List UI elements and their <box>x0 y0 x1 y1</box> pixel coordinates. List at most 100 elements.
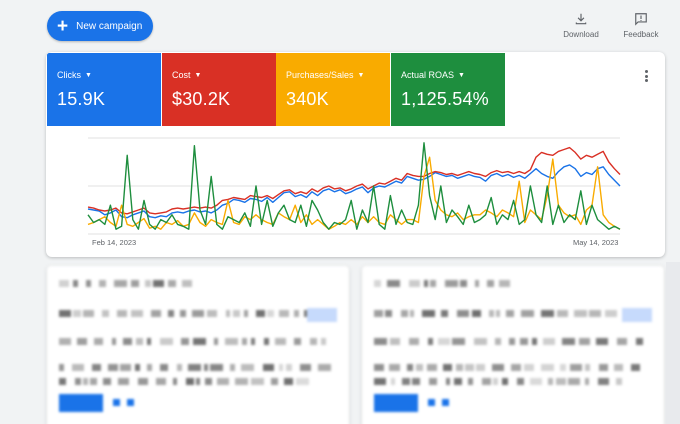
blurred-text-block <box>374 310 383 317</box>
metric-cost[interactable]: Cost ▼ $30.2K <box>162 53 276 126</box>
blurred-text-block <box>114 280 127 287</box>
blurred-text-block <box>482 378 491 385</box>
series-line-purchases-sales <box>87 156 621 230</box>
blurred-text-block <box>267 310 274 317</box>
blurred-text-block <box>284 378 293 385</box>
blurred-text-block <box>188 364 201 371</box>
blurred-text-block <box>487 280 494 287</box>
caret-down-icon: ▼ <box>357 71 365 79</box>
blurred-text-block <box>454 378 462 385</box>
metric-value: 15.9K <box>57 89 106 109</box>
blurred-text-block <box>541 364 554 371</box>
blurred-text-block <box>509 338 515 345</box>
blurred-text-block <box>230 364 235 371</box>
blurred-text-block <box>244 310 248 317</box>
blurred-text-block <box>123 338 132 345</box>
scrollbar[interactable] <box>666 262 680 424</box>
blurred-text-block <box>456 364 463 371</box>
blurred-accent-dot <box>428 399 435 406</box>
blurred-text-block <box>59 338 71 345</box>
blurred-text-block <box>251 378 264 385</box>
blurred-text-block <box>517 378 524 385</box>
blurred-text-block <box>556 378 566 385</box>
blurred-text-block <box>205 378 212 385</box>
metric-clicks[interactable]: Clicks ▼ 15.9K <box>47 53 161 126</box>
blurred-text-block <box>614 364 623 371</box>
download-button[interactable]: Download <box>562 12 600 39</box>
blurred-text-block <box>75 378 81 385</box>
blurred-text-block <box>73 310 81 317</box>
blurred-text-block <box>173 378 177 385</box>
metric-label: Cost <box>172 70 191 80</box>
blurred-text-block <box>138 378 148 385</box>
blurred-text-block <box>390 338 400 345</box>
caret-down-icon: ▼ <box>85 71 92 79</box>
blurred-text-block <box>59 364 64 371</box>
blurred-text-block <box>441 310 448 317</box>
blurred-text-block <box>72 364 84 371</box>
blurred-text-block <box>192 310 204 317</box>
x-axis-start-label: Feb 14, 2023 <box>92 238 137 247</box>
new-campaign-label: New campaign <box>76 20 143 32</box>
blurred-text-block <box>636 338 643 345</box>
blurred-text-block <box>631 364 640 371</box>
blurred-text-block <box>204 364 208 371</box>
blurred-text-block <box>103 378 111 385</box>
metric-purchases-sales[interactable]: Purchases/Sales ▼ 340K <box>276 53 390 126</box>
blurred-text-block <box>589 310 601 317</box>
blurred-text-block <box>460 280 467 287</box>
blurred-text-block <box>186 378 194 385</box>
blurred-text-block <box>321 338 326 345</box>
blurred-text-block <box>502 378 508 385</box>
more-options-icon[interactable] <box>641 69 651 83</box>
blurred-text-block <box>410 310 414 317</box>
blurred-text-block <box>506 310 514 317</box>
blurred-text-block <box>374 338 387 345</box>
metric-label: Purchases/Sales <box>286 70 354 80</box>
feedback-button[interactable]: Feedback <box>620 12 662 39</box>
blurred-text-block <box>160 338 173 345</box>
metric-value: 1,125.54% <box>401 89 489 109</box>
blurred-text-block <box>131 280 139 287</box>
blurred-text-block <box>548 378 553 385</box>
blurred-text-block <box>263 364 274 371</box>
blurred-text-block <box>147 338 151 345</box>
blurred-text-block <box>256 310 265 317</box>
blurred-text-block <box>446 378 450 385</box>
blurred-text-block <box>217 378 229 385</box>
blurred-text-block <box>598 378 609 385</box>
blurred-text-block <box>210 364 223 371</box>
blurred-accent-block <box>59 394 103 412</box>
blurred-text-block <box>275 338 286 345</box>
blurred-text-block <box>385 310 392 317</box>
blurred-text-block <box>524 364 534 371</box>
blurred-text-block <box>271 378 278 385</box>
blurred-text-block <box>374 364 384 371</box>
metric-value: 340K <box>286 89 329 109</box>
blurred-text-block <box>214 338 218 345</box>
blurred-text-block <box>424 280 428 287</box>
series-line-cost <box>87 146 621 215</box>
blurred-text-block <box>310 338 317 345</box>
blurred-text-block <box>605 310 617 317</box>
blurred-text-block <box>543 338 555 345</box>
blurred-text-block <box>495 338 501 345</box>
blurred-text-block <box>493 378 498 385</box>
new-campaign-button[interactable]: + New campaign <box>47 11 153 41</box>
blurred-text-block <box>496 310 500 317</box>
blurred-text-block <box>499 280 510 287</box>
blurred-text-block <box>193 338 206 345</box>
blurred-text-block <box>83 310 94 317</box>
blurred-text-block <box>86 280 91 287</box>
blurred-text-block <box>180 310 186 317</box>
blurred-text-block <box>468 378 473 385</box>
metric-actual-roas[interactable]: Actual ROAS ▼ 1,125.54% <box>391 53 505 126</box>
blurred-text-block <box>233 310 240 317</box>
blurred-text-block <box>90 378 97 385</box>
blurred-text-block <box>83 378 88 385</box>
blurred-text-block <box>279 364 283 371</box>
blurred-accent-block <box>374 394 418 412</box>
blurred-text-block <box>151 310 161 317</box>
blurred-text-block <box>264 338 269 345</box>
blurred-text-block <box>489 310 494 317</box>
